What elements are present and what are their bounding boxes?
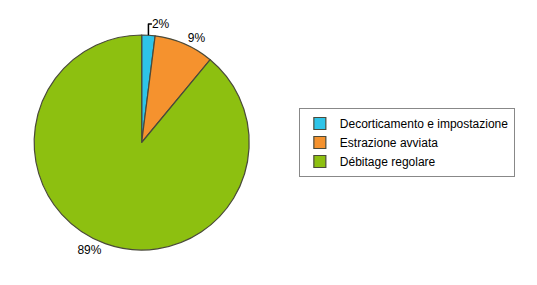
svg-text:Decorticamento e impostazione: Decorticamento e impostazione [340, 117, 508, 131]
svg-text:2%: 2% [152, 17, 170, 31]
svg-text:89%: 89% [77, 243, 101, 257]
svg-text:Débitage regolare: Débitage regolare [340, 155, 436, 169]
svg-text:Estrazione avviata: Estrazione avviata [340, 136, 438, 150]
svg-text:9%: 9% [188, 31, 206, 45]
